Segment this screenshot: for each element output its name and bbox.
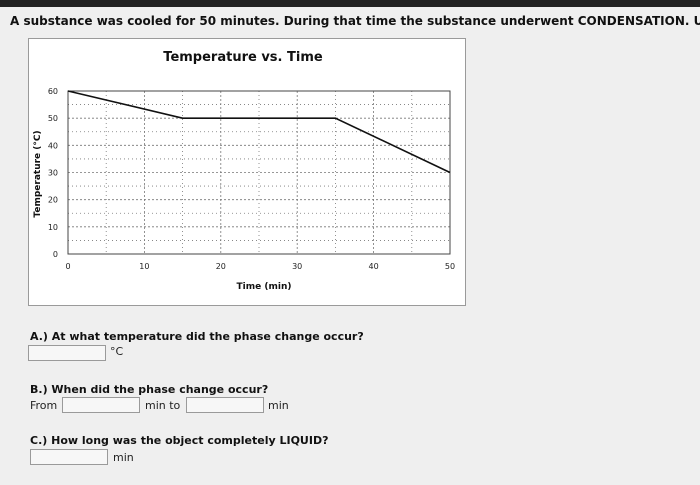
y-tick-label: 40 <box>48 141 58 150</box>
y-tick-label: 0 <box>53 250 58 259</box>
end-time-input[interactable] <box>186 397 264 413</box>
chart-title: Temperature vs. Time <box>163 50 323 65</box>
question-b: B.) When did the phase change occur? <box>30 383 269 396</box>
chart-panel: Temperature vs. Time Time (min) Temperat… <box>28 38 466 306</box>
x-tick-label: 50 <box>445 262 455 271</box>
x-tick-label: 10 <box>139 262 149 271</box>
x-tick-label: 30 <box>292 262 302 271</box>
y-axis-label: Temperature (°C) <box>33 130 43 217</box>
x-tick-label: 40 <box>369 262 379 271</box>
question-a: A.) At what temperature did the phase ch… <box>30 330 364 343</box>
temperature-time-chart: Temperature vs. Time Time (min) Temperat… <box>33 50 455 292</box>
temperature-answer-input[interactable] <box>28 345 106 361</box>
end-time-unit-label: min <box>268 399 289 412</box>
from-label: From <box>30 399 58 412</box>
y-tick-label: 10 <box>48 223 58 232</box>
x-tick-label: 20 <box>216 262 226 271</box>
y-tick-label: 20 <box>48 196 58 205</box>
start-time-input[interactable] <box>62 397 140 413</box>
question-intro: A substance was cooled for 50 minutes. D… <box>10 14 700 28</box>
y-tick-label: 60 <box>48 87 58 96</box>
liquid-duration-unit-label: min <box>113 451 134 464</box>
temperature-unit-label: °C <box>110 345 124 358</box>
question-c: C.) How long was the object completely L… <box>30 434 329 447</box>
liquid-duration-input[interactable] <box>30 449 108 465</box>
temperature-series-line <box>67 90 451 174</box>
x-axis-label: Time (min) <box>237 282 292 292</box>
top-bar <box>0 0 700 7</box>
y-tick-label: 50 <box>48 114 58 123</box>
x-tick-label: 0 <box>65 262 70 271</box>
y-tick-label: 30 <box>48 169 58 178</box>
min-to-label: min to <box>145 399 181 412</box>
